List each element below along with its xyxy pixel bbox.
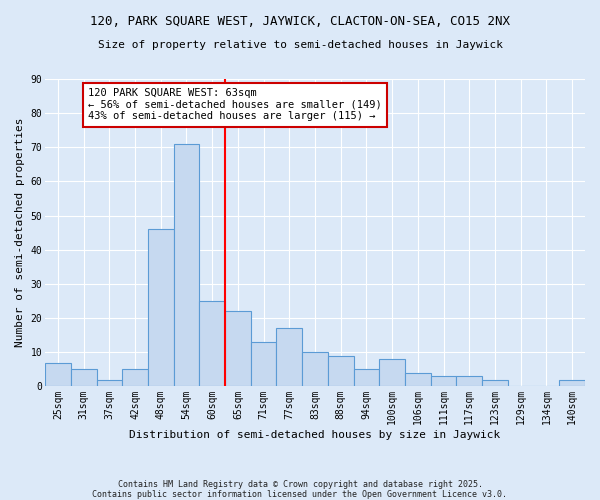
Bar <box>71 370 97 386</box>
Bar <box>225 312 251 386</box>
Bar <box>45 362 71 386</box>
Bar <box>328 356 353 386</box>
Bar <box>122 370 148 386</box>
Bar <box>559 380 585 386</box>
Bar <box>431 376 457 386</box>
X-axis label: Distribution of semi-detached houses by size in Jaywick: Distribution of semi-detached houses by … <box>130 430 500 440</box>
Bar <box>97 380 122 386</box>
Bar <box>457 376 482 386</box>
Bar <box>302 352 328 386</box>
Text: Size of property relative to semi-detached houses in Jaywick: Size of property relative to semi-detach… <box>97 40 503 50</box>
Bar <box>277 328 302 386</box>
Text: 120, PARK SQUARE WEST, JAYWICK, CLACTON-ON-SEA, CO15 2NX: 120, PARK SQUARE WEST, JAYWICK, CLACTON-… <box>90 15 510 28</box>
Bar <box>405 373 431 386</box>
Y-axis label: Number of semi-detached properties: Number of semi-detached properties <box>15 118 25 348</box>
Bar <box>148 230 173 386</box>
Bar <box>251 342 277 386</box>
Bar <box>173 144 199 386</box>
Bar <box>353 370 379 386</box>
Text: 120 PARK SQUARE WEST: 63sqm
← 56% of semi-detached houses are smaller (149)
43% : 120 PARK SQUARE WEST: 63sqm ← 56% of sem… <box>88 88 382 122</box>
Bar <box>199 301 225 386</box>
Text: Contains HM Land Registry data © Crown copyright and database right 2025.
Contai: Contains HM Land Registry data © Crown c… <box>92 480 508 500</box>
Bar <box>482 380 508 386</box>
Bar <box>379 359 405 386</box>
